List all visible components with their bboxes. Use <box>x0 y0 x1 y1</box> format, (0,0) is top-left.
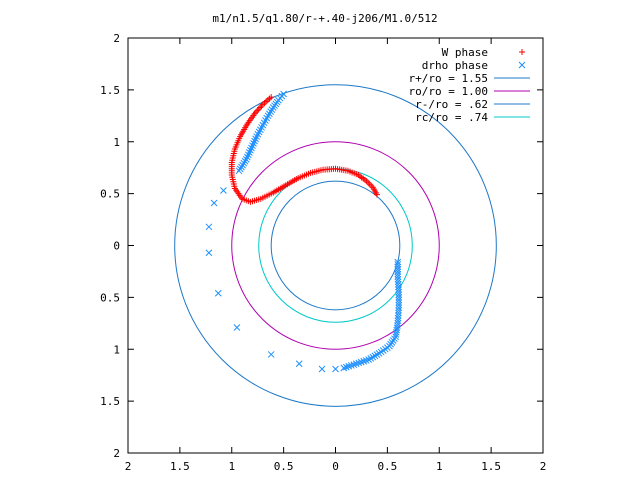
legend-series-0-marker <box>519 49 525 55</box>
axes-layer: 2 1.5 1 0.5 0 0.5 1 1.5 221.510.500.511.52 <box>100 32 546 473</box>
point-1-102 <box>394 261 402 268</box>
point-1-43 <box>267 351 275 358</box>
legend-circle-1: ro/ro = 1.00 <box>409 85 530 98</box>
circle-3 <box>258 168 413 323</box>
x-tick-label-2: 1 <box>228 460 235 473</box>
x-tick-label-0: 2 <box>125 460 132 473</box>
series-1 <box>205 90 403 373</box>
point-1-94 <box>394 281 402 288</box>
circle-1 <box>231 141 440 350</box>
point-1-101 <box>394 263 402 271</box>
y-tick-label-4: 0 <box>113 240 120 253</box>
x-tick-label-5: 0.5 <box>377 460 397 473</box>
point-1-92 <box>395 286 402 293</box>
point-1-41 <box>214 289 222 297</box>
x-tick-label-8: 2 <box>540 460 547 473</box>
y-tick-label-6: 1 <box>113 343 120 356</box>
point-0-125 <box>268 94 275 101</box>
x-tick-label-7: 1.5 <box>481 460 501 473</box>
point-1-89 <box>395 294 403 301</box>
point-1-36 <box>235 167 243 175</box>
x-tick-label-3: 0.5 <box>274 460 294 473</box>
point-1-96 <box>394 275 402 283</box>
legend-series-0-label: W phase <box>442 46 488 59</box>
points-layer <box>205 90 403 373</box>
point-1-79 <box>394 319 402 327</box>
point-1-97 <box>394 273 402 280</box>
legend-circle-0-label: r+/ro = 1.55 <box>409 72 488 85</box>
point-1-81 <box>394 314 402 322</box>
point-1-98 <box>394 270 402 278</box>
point-1-85 <box>395 304 403 312</box>
point-1-86 <box>395 301 403 309</box>
point-0-118 <box>257 104 264 111</box>
y-tick-label-2: 1 <box>113 136 120 149</box>
circles-layer <box>174 84 497 407</box>
point-1-38 <box>210 199 218 207</box>
point-1-42 <box>233 324 241 331</box>
series-0 <box>228 94 380 205</box>
x-tick-label-1: 1.5 <box>170 460 190 473</box>
legend-circle-3: rc/ro = .74 <box>415 111 530 124</box>
legend-series-0: W phase <box>442 46 525 59</box>
point-1-83 <box>395 309 402 317</box>
circle-2 <box>270 180 401 311</box>
point-1-100 <box>394 266 402 273</box>
x-tick-label-6: 1 <box>436 460 443 473</box>
point-1-87 <box>395 299 403 306</box>
x-tick-label-4: 0 <box>332 460 339 473</box>
point-1-88 <box>395 296 403 304</box>
point-0-6 <box>366 181 373 188</box>
point-1-80 <box>394 317 402 325</box>
point-1-93 <box>395 283 402 291</box>
point-1-40 <box>205 249 213 257</box>
legend-circle-1-label: ro/ro = 1.00 <box>409 85 488 98</box>
y-tick-label-7: 1.5 <box>100 395 120 408</box>
point-1-91 <box>395 288 403 296</box>
point-1-90 <box>395 291 403 299</box>
point-1-82 <box>394 312 402 319</box>
y-tick-label-3: 0.5 <box>100 188 120 201</box>
point-1-37 <box>220 187 227 194</box>
legend-series-1-marker <box>518 61 526 69</box>
legend-series-1-label: drho phase <box>422 59 488 72</box>
point-1-46 <box>332 365 339 373</box>
point-1-45 <box>318 365 326 373</box>
y-tick-label-0: 2 <box>113 32 120 45</box>
y-tick-label-1: 1.5 <box>100 84 120 97</box>
y-tick-label-8: 2 <box>113 447 120 460</box>
legend-circle-0: r+/ro = 1.55 <box>409 72 530 85</box>
point-1-95 <box>394 278 402 286</box>
legend-circle-2: r-/ro = .62 <box>415 98 530 111</box>
point-0-117 <box>255 106 262 113</box>
point-1-84 <box>395 306 402 314</box>
legend-series-1: drho phase <box>422 59 526 72</box>
point-0-116 <box>254 107 261 114</box>
point-1-39 <box>205 223 213 231</box>
point-1-99 <box>394 268 402 276</box>
y-tick-label-5: 0.5 <box>100 291 120 304</box>
point-1-44 <box>295 360 303 368</box>
circle-0 <box>174 84 497 407</box>
legend-circle-3-label: rc/ro = .74 <box>415 111 488 124</box>
point-1-103 <box>394 258 402 266</box>
legend-circle-2-label: r-/ro = .62 <box>415 98 488 111</box>
chart-title: m1/n1.5/q1.80/r-+.40-j206/M1.0/512 <box>212 12 437 25</box>
point-0-7 <box>365 179 372 186</box>
